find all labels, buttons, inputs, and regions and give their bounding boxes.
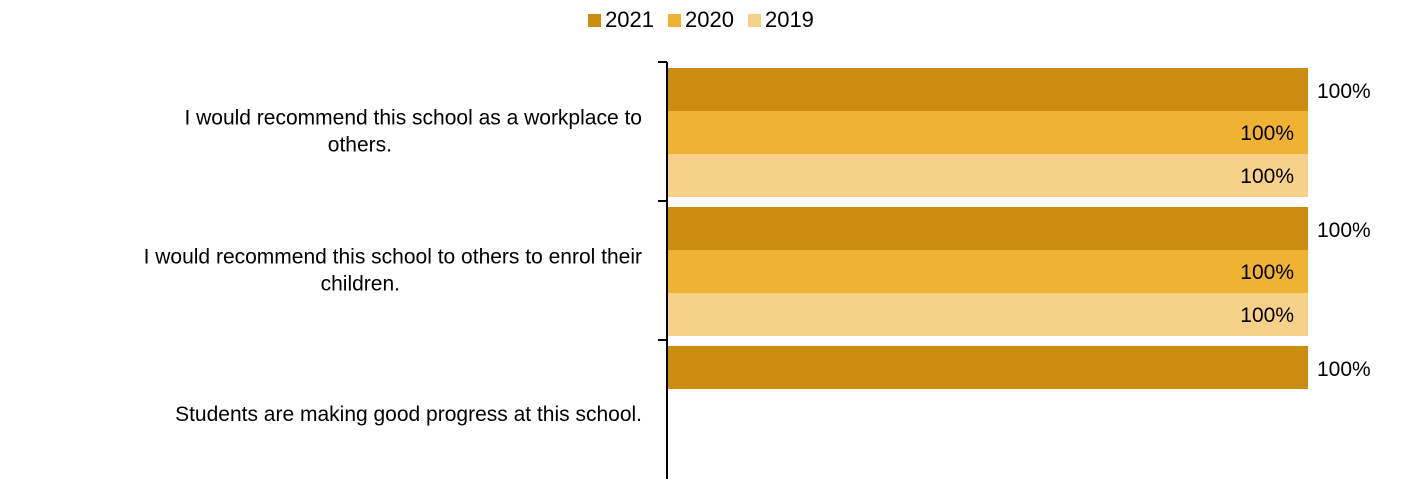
legend-item-2019: 2019: [747, 6, 814, 34]
legend-item-2020: 2020: [668, 6, 734, 34]
data-label-2021-cat-2: 100%: [1317, 219, 1371, 242]
legend-swatch-2021: [588, 13, 602, 27]
bar-2019-cat-1: [667, 154, 1308, 197]
data-label-2020-cat-2: 100%: [1240, 261, 1294, 284]
bar-2021-cat-2: [667, 207, 1308, 250]
legend-label-2021: 2021: [605, 7, 655, 32]
data-label-2021-cat-1: 100%: [1317, 80, 1371, 103]
category-label-students-are-making-good-progress-at-thi: Students are making good progress at thi…: [175, 403, 642, 426]
legend-swatch-2019: [747, 13, 761, 27]
chart-legend: 2021 2020 2019: [0, 6, 1402, 34]
bar-2020-cat-1: [667, 111, 1308, 154]
data-label-2021-cat-3: 100%: [1317, 358, 1371, 381]
data-label-2019-cat-1: 100%: [1240, 165, 1294, 188]
category-label-i-would-recommend-this-school-as-a-workp: I would recommend this school as a workp…: [184, 107, 642, 157]
data-label-2019-cat-2: 100%: [1240, 304, 1294, 327]
bar-2021-cat-3: [667, 346, 1308, 389]
bar-2019-cat-2: [667, 293, 1308, 336]
bar-2021-cat-1: [667, 68, 1308, 111]
category-label-i-would-recommend-this-school-to-others-: I would recommend this school to others …: [144, 246, 642, 296]
legend-swatch-2020: [668, 13, 682, 27]
bar-2020-cat-2: [667, 250, 1308, 293]
legend-item-2021: 2021: [588, 6, 654, 34]
data-label-2020-cat-1: 100%: [1240, 122, 1294, 145]
legend-label-2020: 2020: [685, 7, 734, 32]
legend-label-2019: 2019: [764, 7, 814, 32]
